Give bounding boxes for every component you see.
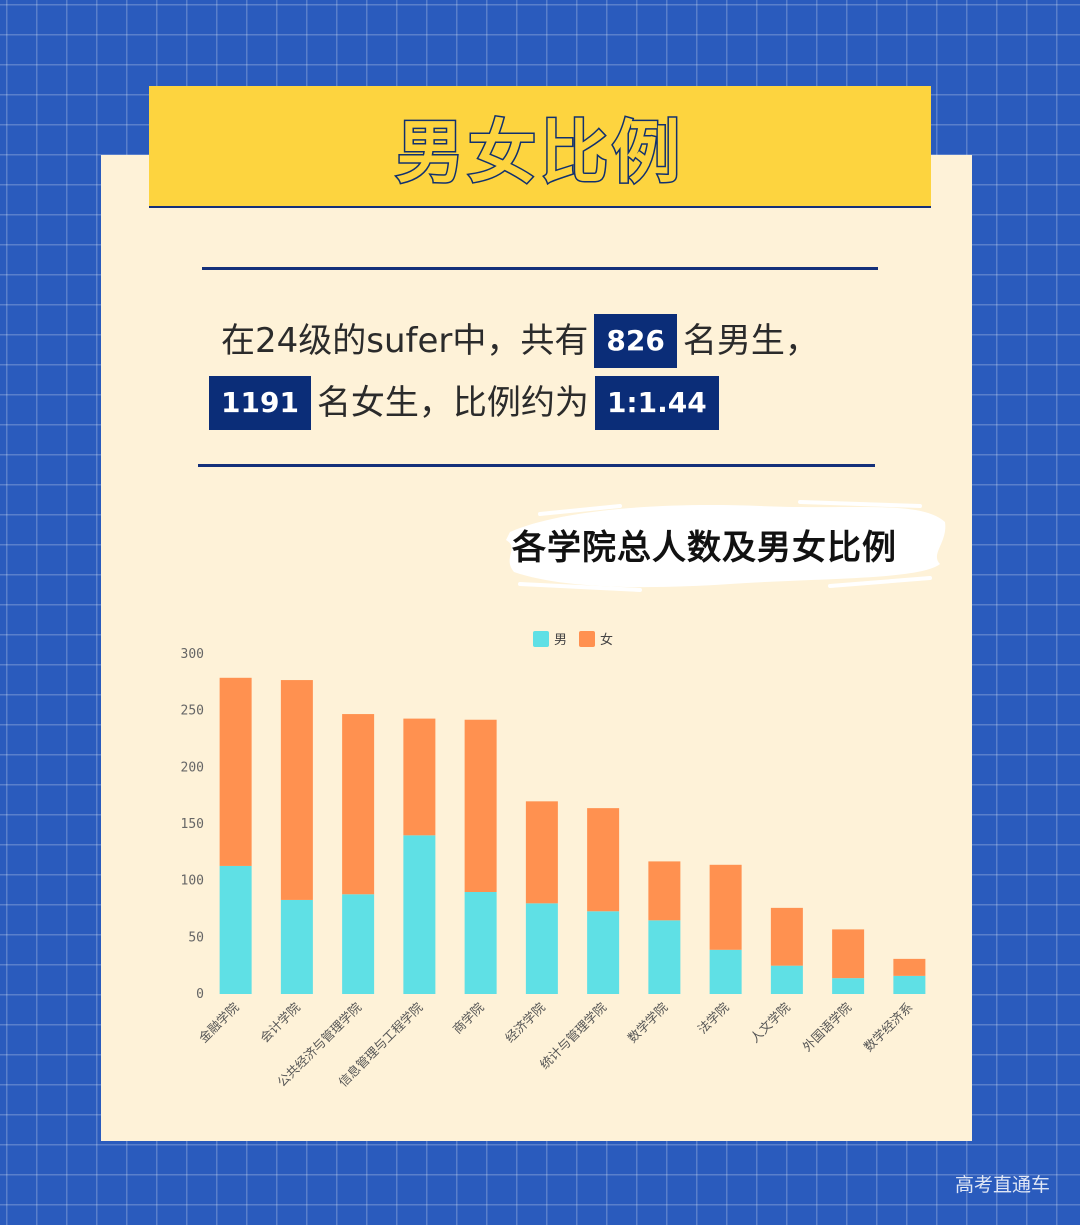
- brush-stroke-decoration: [506, 500, 946, 592]
- bar-male: [770, 965, 803, 994]
- y-axis: 0 50 100 150 200 250 300: [181, 647, 204, 1002]
- bar-male: [280, 899, 313, 994]
- summary-line-1: 在24级的sufer中，共有 826 名男生，: [207, 310, 887, 372]
- legend-swatch: [533, 631, 549, 647]
- bar-male: [832, 978, 865, 994]
- watermark: 高考直通车: [954, 1174, 1050, 1196]
- summary-intro: 在24级的sufer中，共有: [221, 321, 589, 361]
- bar-group: [219, 677, 926, 994]
- summary-text: 在24级的sufer中，共有 826 名男生， 1191 名女生，比例约为 1:…: [207, 310, 887, 434]
- bar-male: [342, 894, 375, 994]
- bar-female: [770, 907, 803, 966]
- bar-male: [525, 903, 558, 994]
- y-tick-label: 100: [181, 874, 204, 889]
- chart-heading: 各学院总人数及男女比例: [512, 528, 897, 568]
- x-tick-label: 人文学院: [747, 999, 793, 1045]
- bar-female: [893, 958, 926, 976]
- x-tick-label: 数学经济系: [861, 1000, 916, 1055]
- ratio-badge: 1:1.44: [594, 376, 719, 430]
- bar-male: [893, 975, 926, 994]
- female-count-badge: 1191: [209, 376, 311, 430]
- bar-female: [648, 861, 681, 921]
- chart-heading-banner: 各学院总人数及男女比例: [500, 492, 950, 602]
- bar-female: [280, 680, 313, 900]
- x-tick-label: 经济学院: [502, 999, 548, 1045]
- title-banner: 男女比例: [149, 86, 931, 208]
- y-tick-label: 150: [181, 817, 204, 832]
- bar-female: [832, 929, 865, 979]
- legend-swatch: [579, 631, 595, 647]
- y-tick-label: 50: [188, 930, 204, 945]
- bar-female: [342, 714, 375, 895]
- x-tick-label: 数学学院: [625, 999, 671, 1045]
- y-tick-label: 200: [181, 760, 204, 775]
- legend-label: 女: [600, 632, 613, 648]
- legend-label: 男: [554, 633, 567, 648]
- chart-legend: 男女: [533, 631, 613, 648]
- bar-female: [219, 677, 252, 866]
- page-title: 男女比例: [394, 112, 684, 194]
- x-tick-label: 法学院: [695, 999, 732, 1036]
- bar-male: [587, 911, 620, 994]
- y-tick-label: 0: [196, 987, 204, 1002]
- y-tick-label: 300: [181, 647, 204, 662]
- male-count-badge: 826: [594, 314, 677, 368]
- bar-female: [403, 718, 436, 836]
- bar-female: [525, 801, 558, 904]
- x-tick-label: 商学院: [450, 999, 487, 1036]
- y-tick-label: 250: [181, 704, 204, 719]
- bar-male: [403, 835, 436, 994]
- bar-male: [464, 892, 497, 994]
- bar-male: [219, 865, 252, 994]
- bar-male: [709, 949, 742, 994]
- summary-female-label: 名女生，比例约为: [316, 383, 589, 423]
- divider-top: [202, 267, 878, 270]
- bar-female: [709, 864, 742, 950]
- bar-male: [648, 920, 681, 994]
- divider-bottom: [198, 464, 875, 467]
- x-tick-label: 会计学院: [257, 999, 303, 1045]
- summary-male-label: 名男生，: [682, 321, 819, 361]
- bar-female: [587, 808, 620, 912]
- stacked-bar-chart: 男女 050100150200250300 金融学院 会计学院公共经济与管理学院信…: [181, 631, 926, 1090]
- x-tick-label: 外国语学院: [799, 999, 854, 1054]
- summary-line-2: 1191 名女生，比例约为 1:1.44: [207, 372, 887, 434]
- x-tick-label: 金融学院: [196, 999, 242, 1045]
- bar-female: [464, 719, 497, 892]
